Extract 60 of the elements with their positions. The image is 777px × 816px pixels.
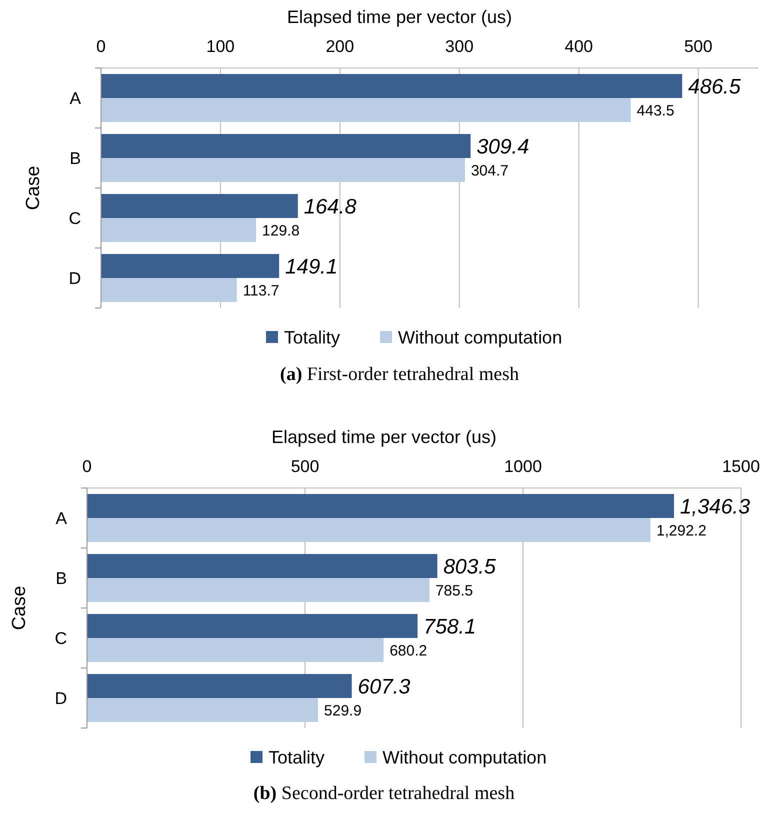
x-tick-label: 300 — [445, 37, 474, 56]
bar — [87, 674, 352, 698]
legend-label: Without computation — [382, 747, 547, 768]
data-label: 164.8 — [304, 195, 357, 218]
x-axis-title: Elapsed time per vector (us) — [286, 7, 512, 27]
bar — [101, 134, 471, 158]
data-label: 486.5 — [688, 75, 742, 98]
data-label: 309.4 — [476, 135, 530, 158]
y-tick-label: B — [56, 568, 67, 588]
bar — [101, 194, 298, 218]
legend-label: Totality — [268, 747, 325, 768]
data-label: 304.7 — [470, 162, 509, 180]
bar — [87, 578, 430, 602]
legend-label: Totality — [284, 327, 340, 348]
bar — [101, 158, 465, 182]
bar — [87, 698, 318, 722]
bar — [101, 98, 631, 122]
y-tick-label: D — [54, 688, 67, 708]
x-tick-label: 1000 — [504, 457, 542, 476]
bar — [87, 518, 650, 542]
bar — [101, 74, 682, 98]
bar — [87, 554, 438, 578]
data-label: 113.7 — [242, 282, 280, 300]
bar — [87, 494, 674, 518]
y-tick-label: C — [68, 208, 81, 228]
bar — [87, 614, 418, 638]
y-axis-title: Case — [23, 166, 44, 210]
x-tick-label: 100 — [206, 37, 235, 56]
text: (a) First-order tetrahedral mesh — [280, 364, 520, 385]
y-tick-label: D — [68, 268, 81, 288]
x-tick-label: 500 — [290, 457, 320, 476]
bar — [101, 218, 256, 242]
x-tick-label: 200 — [326, 37, 354, 56]
y-axis-title: Case — [9, 586, 30, 630]
legend-label: Without computation — [398, 327, 562, 348]
x-axis-title: Elapsed time per vector (us) — [271, 427, 497, 447]
data-label: 1,346.3 — [680, 495, 750, 518]
data-label: 803.5 — [443, 555, 496, 578]
x-tick-label: 0 — [96, 37, 106, 56]
data-label: 529.9 — [324, 702, 362, 720]
data-label: 680.2 — [390, 642, 428, 660]
data-label: 149.1 — [285, 255, 338, 278]
bar — [87, 638, 384, 662]
x-tick-label: 1500 — [722, 457, 760, 476]
y-tick-label: C — [54, 628, 67, 648]
y-tick-label: B — [70, 148, 81, 168]
text: (b) Second-order tetrahedral mesh — [253, 783, 516, 804]
data-label: 607.3 — [358, 675, 411, 698]
x-tick-label: 0 — [82, 457, 92, 476]
x-tick-label: 500 — [684, 37, 712, 56]
bar — [101, 254, 280, 278]
data-label: 129.8 — [262, 222, 300, 240]
y-tick-label: A — [70, 88, 82, 108]
bar — [101, 278, 237, 302]
data-label: 1,292.2 — [656, 522, 706, 540]
y-tick-label: A — [56, 508, 68, 528]
data-label: 443.5 — [636, 102, 674, 120]
data-label: 758.1 — [424, 615, 476, 638]
data-label: 785.5 — [435, 582, 474, 600]
x-tick-label: 400 — [564, 37, 594, 56]
